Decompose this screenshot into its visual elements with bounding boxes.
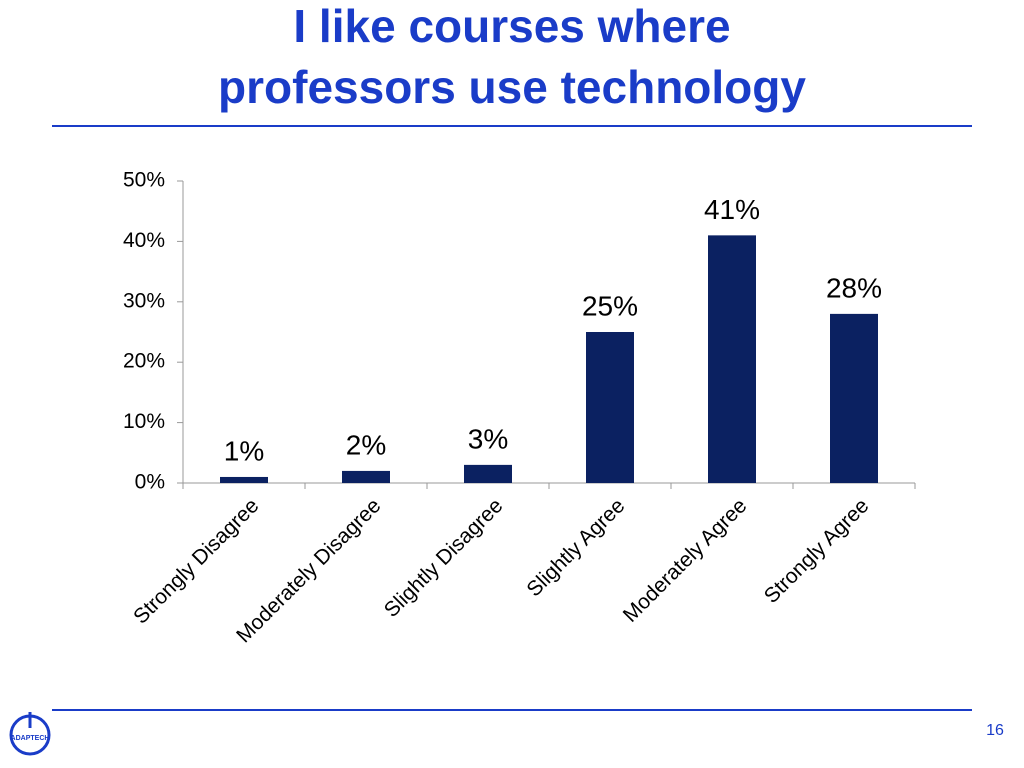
y-tick-label: 40%: [123, 229, 165, 252]
title-line: professors use technology: [218, 61, 806, 113]
bar: [220, 476, 268, 483]
bar: [708, 235, 756, 483]
title-line: I like courses where: [293, 0, 730, 52]
value-label: 1%: [224, 435, 264, 466]
bar: [464, 464, 512, 483]
logo-text: ADAPTECH: [11, 735, 50, 742]
value-label: 41%: [704, 194, 760, 225]
x-tick-label: Strongly Agree: [760, 494, 874, 608]
bar: [342, 470, 390, 483]
bar: [830, 313, 878, 483]
x-tick-label: Slightly Agree: [522, 494, 629, 601]
logo: ADAPTECH: [9, 712, 51, 756]
value-label: 2%: [346, 429, 386, 460]
x-tick-label: Moderately Agree: [619, 494, 752, 627]
value-label: 28%: [826, 272, 882, 303]
y-tick-label: 10%: [123, 410, 165, 433]
y-tick-label: 0%: [135, 471, 165, 494]
x-tick-label: Strongly Disagree: [129, 494, 263, 628]
y-tick-label: 30%: [123, 289, 165, 312]
bar: [586, 332, 634, 483]
x-tick-label: Slightly Disagree: [380, 494, 508, 622]
value-label: 3%: [468, 423, 508, 454]
y-tick-label: 20%: [123, 350, 165, 373]
value-label: 25%: [582, 290, 638, 321]
y-tick-label: 50%: [123, 169, 165, 192]
slide-number: 16: [986, 722, 1004, 739]
